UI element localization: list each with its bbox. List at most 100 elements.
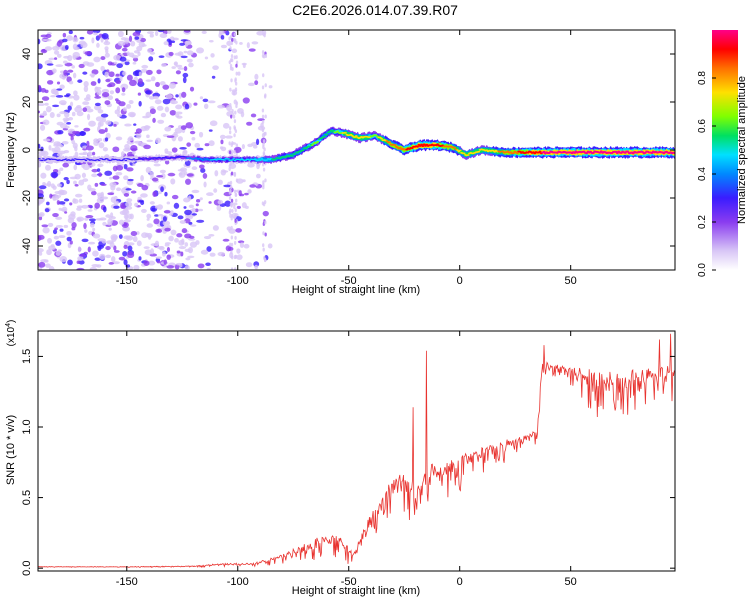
spectrogram-cell xyxy=(239,41,243,45)
spectrogram-cell xyxy=(121,209,130,216)
spectrogram-cell xyxy=(132,235,138,243)
spectrogram-cell xyxy=(170,99,175,104)
spectrogram-cell xyxy=(90,81,97,86)
spectrogram-cell xyxy=(80,41,88,49)
spectrogram-cell xyxy=(264,232,267,237)
spectrogram-cell xyxy=(175,111,183,115)
spectrogram-cell xyxy=(91,173,98,178)
spectrogram-cell xyxy=(235,101,239,106)
spectrogram-ridge-cell xyxy=(233,159,237,162)
spectrogram-cell xyxy=(177,136,183,142)
spectrogram-cell xyxy=(143,260,150,266)
colorbar-tick-label: 0.2 xyxy=(697,215,708,229)
spectrogram-cell xyxy=(145,166,152,174)
spectrogram-cell xyxy=(220,169,227,176)
spectrogram-cell xyxy=(228,126,232,131)
spectrogram-cell xyxy=(50,183,55,189)
spectrogram-cell xyxy=(223,184,232,188)
spectrogram-cell xyxy=(100,65,105,72)
spectrogram-cell xyxy=(153,218,160,225)
spectrogram-cell xyxy=(261,30,265,33)
spectrogram-cell xyxy=(149,108,156,115)
spectrogram-cell xyxy=(202,172,208,179)
spectrogram-ridge-cell xyxy=(223,159,226,161)
spectrogram-cell xyxy=(230,267,234,270)
spectrogram-panel: -150 -100 -50 0 50 -40 -20 0 20 40 Height of str… xyxy=(5,29,676,296)
spectrogram-ridge-cell xyxy=(131,159,134,161)
spectrogram-cell xyxy=(233,32,237,37)
spectrogram-cell xyxy=(205,262,211,267)
spectrogram-cell xyxy=(233,55,236,60)
spectrogram-cell xyxy=(236,205,241,209)
spectrogram-cell xyxy=(104,100,111,105)
spectrogram-cell xyxy=(195,203,199,207)
spectrogram-cell xyxy=(148,56,154,62)
spectrogram-cell xyxy=(161,251,166,257)
spectrogram-cell xyxy=(72,36,79,43)
spectrogram-cell xyxy=(247,162,255,168)
spectrogram-ridge-cell xyxy=(84,159,88,162)
spectrogram-cell xyxy=(230,255,234,260)
spectrogram-cell xyxy=(92,151,96,156)
spectrogram-cell xyxy=(63,149,70,154)
spectrogram-cell xyxy=(53,146,61,153)
spectrogram-ridge-cell xyxy=(151,158,154,160)
spectrogram-cell xyxy=(128,35,133,42)
spectrogram-cell xyxy=(77,79,83,83)
spectrogram-cell xyxy=(181,238,185,245)
spectrogram-cell xyxy=(254,73,259,80)
spectrogram-cell xyxy=(211,75,216,79)
spectrogram-ridge-cell xyxy=(203,158,206,160)
spectrogram-cell xyxy=(156,260,161,264)
spectrogram-cell xyxy=(261,119,265,124)
spectrogram-cell xyxy=(66,231,72,236)
spectrogram-ridge-cell xyxy=(278,157,282,160)
spectrogram-cell xyxy=(48,245,56,251)
spectrogram-cell xyxy=(169,82,176,89)
spectrogram-cell xyxy=(189,130,196,135)
spectrogram-cell xyxy=(82,107,88,113)
spectrogram-cell xyxy=(105,254,112,259)
spectrogram-cell xyxy=(233,171,237,176)
spectrogram-cell xyxy=(228,60,232,65)
spectrogram-cell xyxy=(56,121,64,126)
spectrogram-cell xyxy=(132,70,141,77)
spectrogram-cell xyxy=(164,191,168,197)
spectrogram-cell xyxy=(267,243,273,249)
spectrogram-cell xyxy=(97,244,104,249)
spectrogram-cell xyxy=(235,63,238,68)
spectrogram-cell xyxy=(143,125,151,129)
spectrogram-cell xyxy=(222,122,230,129)
spectrogram-y-tick-label: 40 xyxy=(21,48,33,60)
spectrogram-cell xyxy=(128,100,134,105)
spectrogram-cell xyxy=(48,57,55,61)
spectrogram-cell xyxy=(92,250,99,257)
spectrogram-cell xyxy=(235,143,239,148)
spectrogram-cell xyxy=(228,166,231,171)
spectrogram-cell xyxy=(73,94,80,101)
spectrogram-cell xyxy=(113,245,117,251)
spectrogram-cell xyxy=(164,160,170,165)
spectrogram-cell xyxy=(187,255,195,259)
spectrogram-cell xyxy=(118,234,123,239)
spectrogram-ridge-cell xyxy=(410,147,414,150)
spectrogram-cell xyxy=(113,123,117,127)
spectrogram-cell xyxy=(229,66,233,71)
spectrogram-cell xyxy=(98,172,102,177)
spectrogram-cell xyxy=(138,71,143,77)
spectrogram-cell xyxy=(43,183,51,187)
spectrogram-cell xyxy=(44,102,49,106)
spectrogram-cell xyxy=(255,138,260,146)
spectrogram-noise xyxy=(38,30,273,270)
spectrogram-cell xyxy=(78,198,83,203)
spectrogram-cell xyxy=(209,120,218,127)
spectrogram-cell xyxy=(58,235,66,239)
spectrogram-cell xyxy=(162,216,167,222)
spectrogram-cell xyxy=(108,82,116,88)
spectrogram-cell xyxy=(162,98,171,105)
spectrogram-cell xyxy=(264,114,267,119)
spectrogram-cell xyxy=(203,181,207,188)
spectrogram-cell xyxy=(97,109,104,114)
spectrogram-cell xyxy=(58,100,67,105)
snr-y-multiplier-exponent: 4 xyxy=(5,323,12,327)
